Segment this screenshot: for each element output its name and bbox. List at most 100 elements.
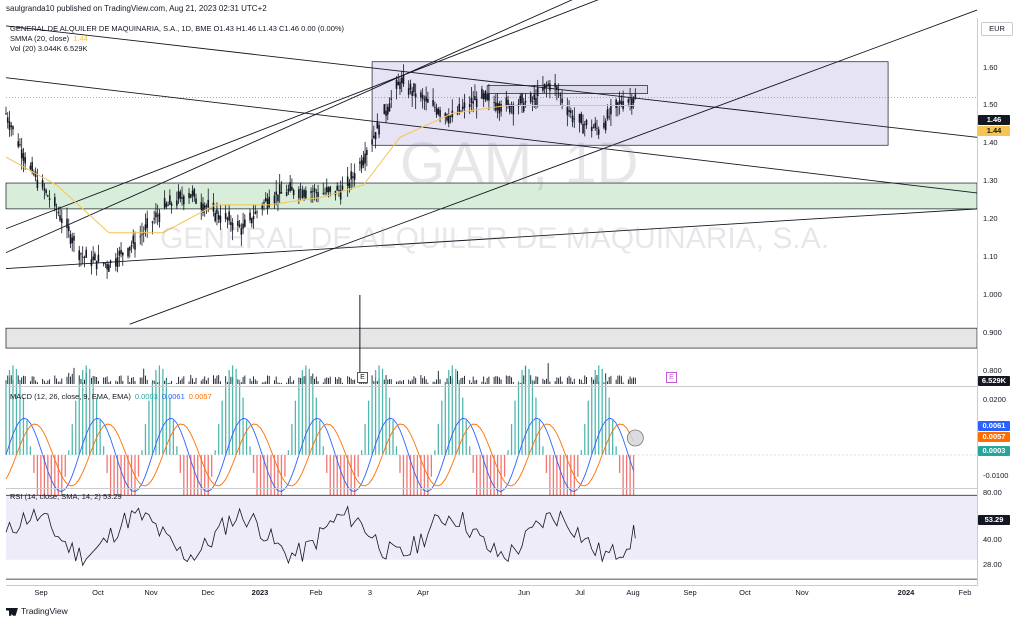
candle-body <box>228 211 230 221</box>
candle-body <box>153 218 155 220</box>
candle-body <box>618 100 621 104</box>
candle-body <box>24 157 26 164</box>
smma-line <box>5 105 636 234</box>
candle-body <box>298 189 300 199</box>
candle-body <box>29 165 32 170</box>
candle-body <box>498 103 501 114</box>
candle-body <box>388 103 391 112</box>
candle-body <box>606 109 609 119</box>
time-tick: Oct <box>739 588 751 597</box>
macd-tick: 0.0200 <box>983 395 1006 404</box>
candle-body <box>226 218 229 220</box>
candle-body <box>305 190 307 199</box>
candle-body <box>60 218 63 223</box>
candle-body <box>500 103 502 112</box>
candle-body <box>608 116 610 118</box>
price-tick: 1.20 <box>983 214 998 223</box>
candle-body <box>128 246 131 251</box>
price-axis[interactable] <box>977 18 1020 586</box>
currency-button[interactable]: EUR <box>981 22 1013 36</box>
candle-body <box>317 192 319 198</box>
candle-body <box>585 119 588 126</box>
candle-body <box>346 176 349 186</box>
trendline <box>5 0 573 254</box>
candle-body <box>83 257 86 258</box>
macd-signal-line <box>5 423 635 487</box>
candle-body <box>519 95 522 104</box>
candle-body <box>301 189 304 198</box>
price-tick: 1.50 <box>983 100 998 109</box>
candle-body <box>116 257 119 267</box>
candle-body <box>312 191 314 193</box>
candle-body <box>322 192 325 194</box>
earnings-marker[interactable]: E <box>357 372 368 383</box>
candle-body <box>561 98 563 103</box>
trendline <box>5 77 978 194</box>
candle-body <box>155 212 157 218</box>
candle-body <box>12 126 14 130</box>
candle-body <box>571 115 574 123</box>
candle-body <box>36 179 39 189</box>
candle-body <box>400 77 403 83</box>
candle-body <box>231 222 234 231</box>
macd-highlight-circle <box>626 429 644 447</box>
candle-body <box>622 101 624 109</box>
title-legend: GENERAL DE ALQUILER DE MAQUINARIA, S.A.,… <box>10 24 345 33</box>
candle-body <box>329 186 332 192</box>
candle-body <box>556 86 558 91</box>
candle-body <box>189 194 192 198</box>
candle-body <box>115 258 117 267</box>
candle-body <box>90 259 93 267</box>
candle-body <box>85 249 87 258</box>
macd-line <box>5 417 635 492</box>
candle-body <box>488 93 490 101</box>
time-tick: Jul <box>575 588 585 597</box>
candle-body <box>268 196 271 207</box>
candle-body <box>195 198 197 204</box>
trendline <box>5 208 978 269</box>
candle-body <box>447 115 450 124</box>
candle-body <box>134 242 136 250</box>
candle-body <box>256 211 258 213</box>
time-tick: Feb <box>958 588 972 597</box>
candle-body <box>106 264 108 270</box>
candle-body <box>224 213 227 219</box>
earnings-marker-upcoming[interactable]: E <box>666 372 677 383</box>
candle-body <box>486 94 488 101</box>
zone-inner-box <box>486 85 648 94</box>
candle-body <box>399 81 401 89</box>
candle-body <box>505 97 508 106</box>
candle-body <box>481 88 483 99</box>
candle-body <box>80 253 82 255</box>
candle-body <box>170 203 173 206</box>
candle-body <box>627 99 630 103</box>
footer-brand-label: TradingView <box>21 606 68 616</box>
candle-body <box>183 196 185 205</box>
candle-body <box>582 123 584 134</box>
candle-body <box>554 83 556 88</box>
candle-body <box>531 101 534 103</box>
macd-hist-value: 0.0003 <box>134 392 158 401</box>
candle-body <box>102 262 105 264</box>
candle-body <box>303 190 305 198</box>
rsi-tag: 53.29 <box>978 515 1010 525</box>
macd-tick: -0.0100 <box>983 471 1009 480</box>
footer-brand: TradingView <box>6 606 68 616</box>
candle-body <box>446 114 448 121</box>
candle-body <box>617 102 619 106</box>
price-tick: 1.10 <box>983 252 998 261</box>
candle-body <box>620 101 623 105</box>
candle-body <box>536 87 539 97</box>
candle-body <box>360 160 363 169</box>
time-tick: 2024 <box>897 588 915 597</box>
time-tick: 2023 <box>251 588 269 597</box>
candle-body <box>529 93 532 102</box>
candle-body <box>45 189 47 193</box>
time-tick: Apr <box>417 588 429 597</box>
candle-body <box>557 92 560 94</box>
candle-body <box>132 235 135 244</box>
candle-body <box>139 236 142 238</box>
candle-body <box>449 116 452 117</box>
rsi-legend: RSI (14, close, SMA, 14, 2) 53.29 <box>10 492 122 501</box>
